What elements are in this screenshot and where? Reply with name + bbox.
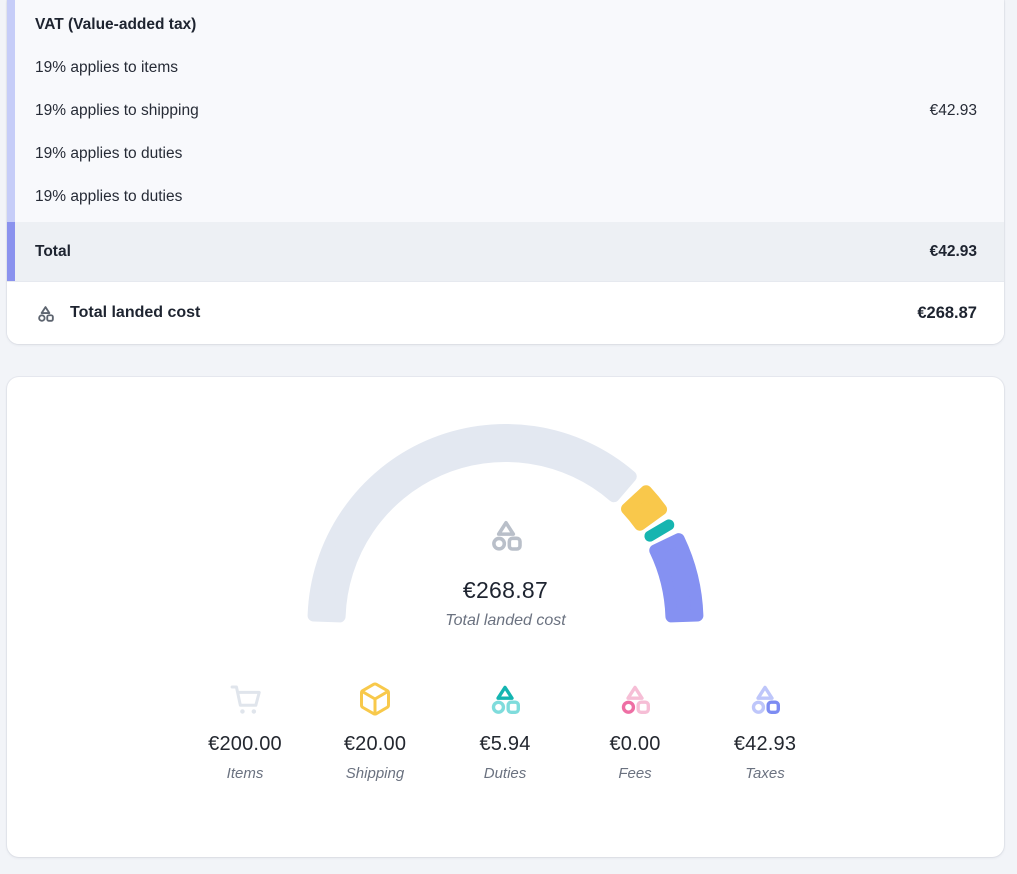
legend-label-shipping: Shipping <box>345 765 405 782</box>
legend-label-duties: Duties <box>483 765 527 782</box>
vat-title-row: VAT (Value-added tax) <box>7 3 1004 46</box>
legend-label-fees: Fees <box>618 765 652 782</box>
legend-value-taxes: €42.93 <box>733 733 797 755</box>
vat-line-shipping: 19% applies to shipping €42.93 <box>7 89 1004 132</box>
legend-item-taxes: €42.93 Taxes <box>700 677 830 782</box>
vat-line-label: 19% applies to duties <box>35 144 183 162</box>
total-accent-bar <box>7 222 15 281</box>
legend-label-taxes: Taxes <box>745 765 785 782</box>
legend-item-fees: €0.00 Fees <box>570 677 700 782</box>
taxes-mark-icon <box>751 685 780 714</box>
landed-cost-gauge-card: €268.87 Total landed cost €200.00 Items <box>7 377 1004 857</box>
total-landed-cost-row: Total landed cost €268.87 <box>7 281 1004 344</box>
legend-item-shipping: €20.00 Shipping <box>310 677 440 782</box>
gauge-chart <box>307 424 704 623</box>
total-label: Total <box>35 242 71 260</box>
cost-breakdown-card: VAT (Value-added tax) 19% applies to ite… <box>7 0 1004 344</box>
vat-line-value: €42.93 <box>929 101 977 119</box>
fees-mark-icon <box>621 685 650 714</box>
vat-line-label: 19% applies to items <box>35 58 179 76</box>
legend-value-shipping: €20.00 <box>343 733 407 755</box>
total-row: Total €42.93 <box>7 222 1004 281</box>
legend-item-items: €200.00 Items <box>180 677 310 782</box>
legend-value-items: €200.00 <box>208 733 282 755</box>
vat-line-label: 19% applies to shipping <box>35 101 199 119</box>
vat-title: VAT (Value-added tax) <box>35 15 197 33</box>
vat-accent-bar <box>7 0 15 222</box>
total-landed-cost-value: €268.87 <box>917 303 977 322</box>
legend-label-items: Items <box>226 765 264 782</box>
legend-value-fees: €0.00 <box>609 733 661 755</box>
legend-item-duties: €5.94 Duties <box>440 677 570 782</box>
legend-value-duties: €5.94 <box>479 733 531 755</box>
landed-cost-icon <box>38 305 54 322</box>
duties-mark-icon <box>491 685 520 714</box>
vat-line-items: 19% applies to items <box>7 46 1004 89</box>
total-landed-cost-label: Total landed cost <box>70 304 201 321</box>
total-value: €42.93 <box>929 242 977 260</box>
gauge-legend: €200.00 Items €20.00 Shipping <box>180 677 830 782</box>
vat-line-label: 19% applies to duties <box>35 187 183 205</box>
vat-line-duties-1: 19% applies to duties <box>7 132 1004 175</box>
vat-line-duties-2: 19% applies to duties <box>7 175 1004 218</box>
shopping-cart-icon <box>230 685 261 714</box>
package-cube-icon <box>359 682 391 716</box>
vat-section: VAT (Value-added tax) 19% applies to ite… <box>7 0 1004 222</box>
